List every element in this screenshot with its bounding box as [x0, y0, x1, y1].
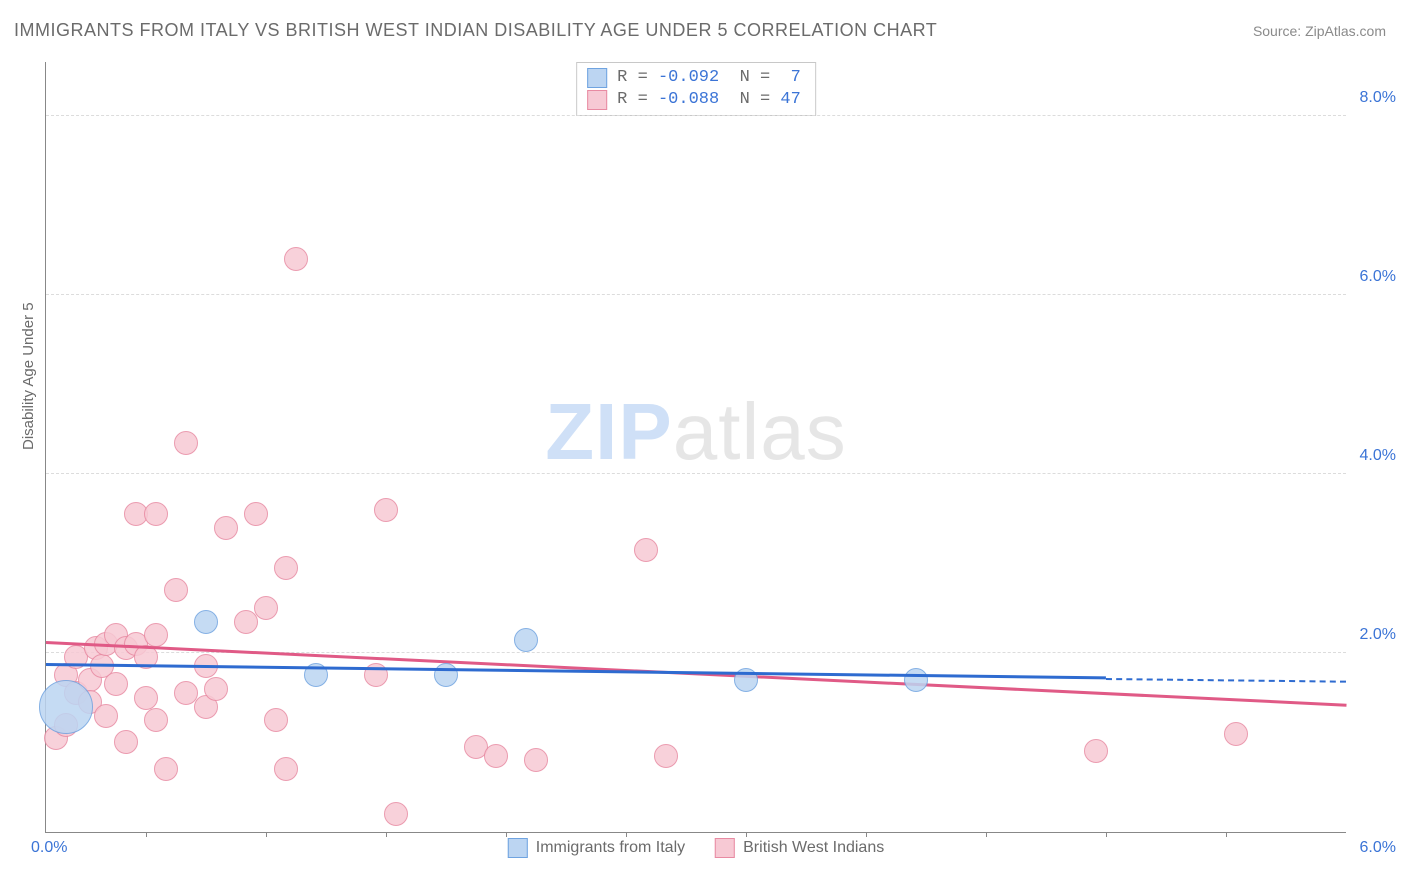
data-point-bwi [1084, 739, 1108, 763]
data-point-bwi [274, 757, 298, 781]
x-tick-mark [1226, 832, 1227, 837]
y-tick-label: 8.0% [1360, 89, 1396, 107]
x-tick-mark [386, 832, 387, 837]
data-point-bwi [134, 686, 158, 710]
n-value-bwi: 47 [780, 90, 800, 109]
data-point-bwi [174, 431, 198, 455]
r-value-bwi: -0.088 [658, 90, 719, 109]
x-tick-mark [266, 832, 267, 837]
x-tick-mark [986, 832, 987, 837]
y-tick-label: 2.0% [1360, 626, 1396, 644]
legend-swatch-italy [508, 838, 528, 858]
legend-swatch-bwi [715, 838, 735, 858]
stats-row-italy: R = -0.092 N = 7 [587, 67, 801, 89]
bottom-legend: Immigrants from Italy British West India… [508, 838, 884, 858]
data-point-bwi [254, 596, 278, 620]
x-tick-mark [866, 832, 867, 837]
data-point-bwi [484, 744, 508, 768]
swatch-bwi [587, 90, 607, 110]
data-point-bwi [654, 744, 678, 768]
data-point-bwi [94, 704, 118, 728]
source-label: Source: ZipAtlas.com [1253, 23, 1386, 39]
data-point-bwi [154, 757, 178, 781]
n-value-italy: 7 [791, 68, 801, 87]
watermark: ZIPatlas [545, 386, 846, 478]
x-tick-mark [1106, 832, 1107, 837]
gridline [46, 294, 1346, 295]
data-point-bwi [164, 578, 188, 602]
data-point-bwi [104, 672, 128, 696]
y-axis-label: Disability Age Under 5 [20, 302, 37, 450]
y-tick-label: 6.0% [1360, 268, 1396, 286]
scatter-plot: ZIPatlas R = -0.092 N = 7 R = -0.088 N =… [45, 62, 1346, 833]
data-point-bwi [144, 708, 168, 732]
data-point-bwi [144, 502, 168, 526]
legend-label-italy: Immigrants from Italy [536, 839, 685, 857]
data-point-bwi [214, 516, 238, 540]
legend-item-italy: Immigrants from Italy [508, 838, 685, 858]
data-point-italy [39, 680, 93, 734]
data-point-bwi [274, 556, 298, 580]
legend-item-bwi: British West Indians [715, 838, 884, 858]
data-point-bwi [384, 802, 408, 826]
data-point-bwi [284, 247, 308, 271]
trendline-dash-italy [1106, 678, 1346, 683]
data-point-bwi [114, 730, 138, 754]
watermark-zip: ZIP [545, 387, 672, 476]
chart-title: IMMIGRANTS FROM ITALY VS BRITISH WEST IN… [14, 20, 937, 41]
swatch-italy [587, 68, 607, 88]
stats-row-bwi: R = -0.088 N = 47 [587, 89, 801, 111]
gridline [46, 115, 1346, 116]
watermark-atlas: atlas [673, 387, 847, 476]
data-point-italy [904, 668, 928, 692]
data-point-italy [434, 663, 458, 687]
data-point-bwi [524, 748, 548, 772]
data-point-bwi [634, 538, 658, 562]
x-axis-end-label: 6.0% [1360, 839, 1396, 857]
x-tick-mark [626, 832, 627, 837]
data-point-italy [514, 628, 538, 652]
x-tick-mark [746, 832, 747, 837]
stats-legend: R = -0.092 N = 7 R = -0.088 N = 47 [576, 62, 816, 116]
data-point-bwi [204, 677, 228, 701]
y-tick-label: 4.0% [1360, 447, 1396, 465]
data-point-bwi [144, 623, 168, 647]
x-tick-mark [146, 832, 147, 837]
legend-label-bwi: British West Indians [743, 839, 884, 857]
gridline [46, 473, 1346, 474]
data-point-bwi [244, 502, 268, 526]
data-point-bwi [1224, 722, 1248, 746]
x-axis-start-label: 0.0% [31, 839, 67, 857]
data-point-bwi [374, 498, 398, 522]
data-point-bwi [264, 708, 288, 732]
data-point-italy [194, 610, 218, 634]
x-tick-mark [506, 832, 507, 837]
r-value-italy: -0.092 [658, 68, 719, 87]
